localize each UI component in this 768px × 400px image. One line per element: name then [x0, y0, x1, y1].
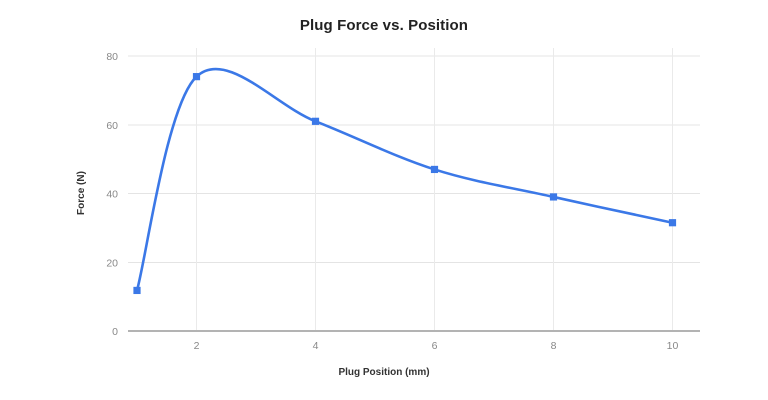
- y-axis-title: Force (N): [76, 171, 87, 215]
- vertical-gridlines: [196, 48, 673, 331]
- y-tick-label: 20: [106, 257, 118, 269]
- data-point-marker: [311, 117, 320, 125]
- data-series-line: [135, 67, 674, 292]
- data-point-marker: [668, 219, 677, 227]
- data-point-marker: [192, 73, 201, 81]
- x-axis-tick-labels: 2 4 6 8 10: [194, 340, 679, 352]
- data-point-marker: [430, 165, 439, 174]
- x-tick-label: 6: [432, 340, 438, 352]
- x-tick-label: 10: [667, 340, 679, 352]
- x-axis-title: Plug Position (mm): [338, 367, 430, 378]
- data-point-marker: [133, 286, 141, 295]
- y-tick-label: 80: [106, 51, 118, 63]
- data-point-markers: [133, 73, 677, 295]
- y-tick-label: 40: [106, 189, 118, 201]
- x-tick-label: 8: [551, 340, 557, 352]
- chart-title: Plug Force vs. Position: [299, 17, 469, 34]
- x-tick-label: 2: [194, 340, 200, 352]
- y-axis-tick-labels: 0 20 40 60 80: [106, 51, 118, 338]
- y-tick-label: 60: [106, 120, 118, 132]
- x-tick-label: 4: [313, 340, 319, 352]
- data-point-marker: [549, 193, 558, 201]
- gridlines: [128, 55, 700, 263]
- y-tick-label: 0: [112, 326, 118, 338]
